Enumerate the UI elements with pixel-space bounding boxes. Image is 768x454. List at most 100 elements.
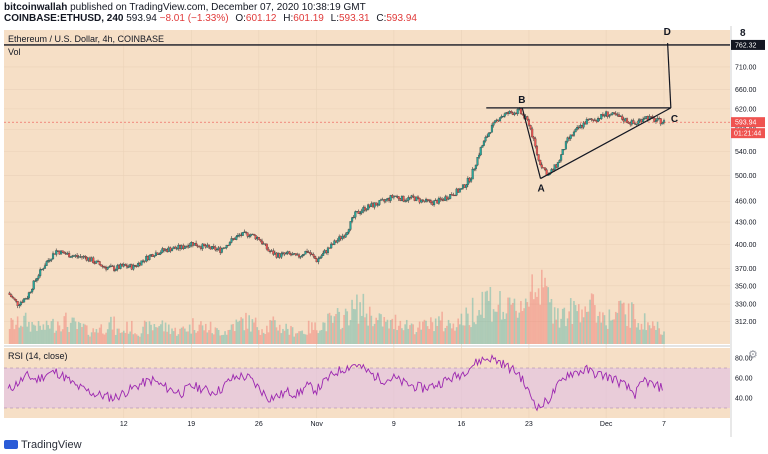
volume-bar (229, 329, 231, 344)
volume-bar (574, 305, 577, 344)
pattern-ac-line (540, 107, 672, 180)
volume-bar (227, 330, 230, 344)
open-value: 601.12 (245, 13, 277, 24)
candle-body (445, 196, 448, 200)
candle-body (572, 131, 576, 136)
volume-bar (528, 306, 530, 344)
volume-bar (378, 313, 381, 344)
scale-label[interactable]: 8 (740, 28, 746, 39)
candle-body (50, 258, 53, 261)
volume-bar (73, 317, 75, 344)
price-tick-label: 710.00 (735, 64, 757, 71)
volume-bar (467, 313, 469, 344)
candle-body (195, 242, 198, 246)
candle-body (494, 120, 497, 123)
candle-body (314, 255, 317, 259)
volume-bar (158, 326, 160, 344)
volume-bar (534, 292, 537, 344)
candle-body (354, 211, 357, 218)
candle-body (360, 210, 363, 214)
candle-body (257, 237, 260, 240)
candle-body (437, 197, 440, 204)
candle-body (543, 167, 547, 170)
volume-bar (648, 325, 651, 344)
candle-body (566, 137, 569, 142)
candle-body (367, 204, 370, 210)
volume-bar (188, 324, 191, 344)
volume-bar (36, 330, 38, 344)
candle-body (11, 296, 14, 299)
volume-bar (343, 314, 345, 344)
tradingview-logo[interactable]: TradingView (4, 439, 82, 451)
volume-bar (65, 312, 67, 344)
volume-bar (573, 300, 575, 344)
volume-bar (68, 332, 70, 344)
candle-body (503, 113, 506, 117)
volume-bar (557, 308, 559, 344)
price-tick-label: 540.00 (735, 149, 757, 156)
volume-bar (92, 328, 95, 344)
volume-bar (499, 291, 501, 344)
volume-bar (377, 320, 379, 344)
volume-bar (163, 331, 165, 344)
volume-bar (626, 326, 628, 344)
volume-bar (349, 320, 352, 344)
candle-body (18, 304, 21, 306)
candle-body (593, 119, 596, 122)
candle-body (21, 301, 24, 303)
candle-body (288, 251, 291, 254)
volume-bar (34, 325, 37, 344)
volume-bar (600, 322, 603, 344)
volume-bar (372, 326, 374, 344)
volume-bar (208, 330, 210, 344)
candle-body (103, 266, 106, 268)
volume-bar (422, 321, 424, 344)
time-tick-label: 9 (392, 421, 396, 428)
volume-bar (111, 329, 114, 344)
volume-bar (368, 306, 371, 344)
candle-body (125, 265, 129, 268)
volume-bar (317, 333, 320, 344)
price-chart[interactable]: 312.00 330.00 350.00 370.00 400.00 430.00 460.… (0, 26, 768, 437)
author-name[interactable]: bitcoinwallah (4, 2, 68, 13)
candle-body (449, 194, 452, 199)
candle-body (614, 113, 617, 116)
candle-body (254, 235, 257, 240)
candle-body (306, 250, 309, 253)
candle-body (408, 197, 412, 199)
volume-bar (114, 334, 117, 344)
volume-bar (460, 313, 463, 344)
volume-bar (167, 324, 170, 344)
volume-bar (312, 329, 315, 344)
volume-bar (577, 304, 580, 344)
volume-bar (143, 320, 146, 344)
price-tick-label: 370.00 (735, 266, 757, 273)
candle-body (351, 217, 354, 222)
volume-bar (661, 334, 664, 344)
current-price: 593.94 (126, 13, 157, 24)
volume-bar (478, 310, 480, 344)
candle-body (333, 240, 336, 245)
candle-body (516, 109, 519, 115)
candle-body (230, 238, 233, 243)
volume-bar (510, 304, 513, 344)
settings-icon[interactable]: ⚙ (748, 349, 758, 361)
candle-body (375, 202, 378, 206)
candle-body (576, 127, 579, 130)
candle-body (590, 118, 593, 120)
volume-bar (169, 334, 172, 344)
volume-bar (82, 323, 85, 344)
volume-bar (388, 328, 390, 344)
candle-body (556, 162, 559, 168)
volume-bar (243, 330, 246, 344)
candle-body (426, 198, 429, 201)
candle-body (280, 253, 283, 258)
pattern-label-b: B (518, 95, 525, 106)
candle-body (405, 200, 408, 202)
candle-body (389, 195, 392, 201)
volume-bar (156, 327, 159, 344)
volume-bar (587, 311, 590, 344)
volume-bar (647, 322, 649, 344)
volume-bar (341, 327, 344, 344)
candle-body (16, 301, 19, 306)
